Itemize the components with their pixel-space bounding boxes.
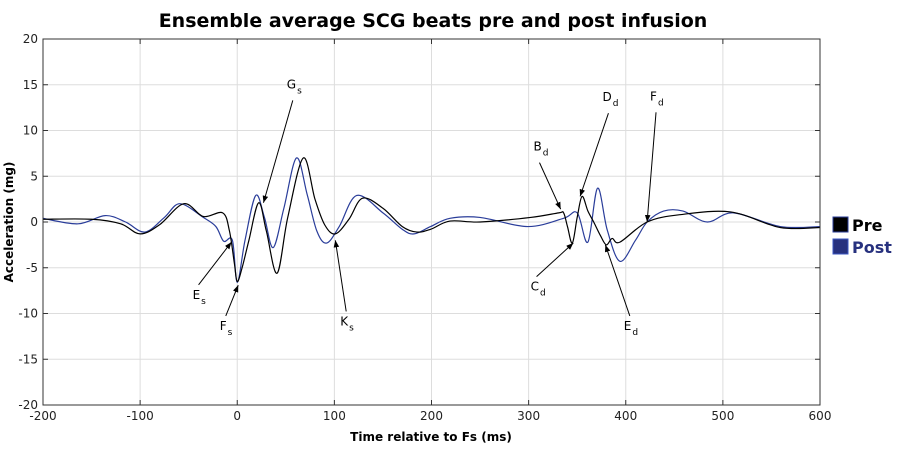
annotation-arrow [333, 240, 347, 312]
legend-label-pre: Pre [852, 216, 883, 235]
annotation-label: Bd [533, 140, 548, 159]
annotation-arrow [198, 241, 232, 286]
series-line-pre [42, 157, 821, 283]
y-tick-label: 0 [30, 215, 38, 229]
x-tick-label: 300 [517, 409, 540, 423]
chart-title: Ensemble average SCG beats pre and post … [159, 10, 708, 32]
y-tick-label: -10 [18, 307, 38, 321]
annotation-arrow [604, 244, 631, 317]
x-tick-label: 0 [233, 409, 241, 423]
annotation-arrow [579, 113, 609, 197]
y-tick-label: 15 [23, 78, 38, 92]
x-tick-label: 600 [809, 409, 832, 423]
annotation-arrow [262, 100, 294, 203]
y-tick-label: 5 [30, 169, 38, 183]
legend-swatch-post [832, 238, 849, 255]
x-tick-label: -100 [127, 409, 154, 423]
y-tick-label: 20 [23, 32, 38, 46]
annotation-label: Gs [287, 77, 302, 96]
x-tick-label: -200 [29, 409, 56, 423]
annotation-label: Fs [220, 319, 233, 338]
annotation-label: Ks [340, 314, 354, 333]
y-tick-label: -15 [18, 352, 38, 366]
y-tick-label: 10 [23, 124, 38, 138]
annotation-arrow [225, 284, 239, 317]
x-tick-label: 100 [323, 409, 346, 423]
annotation-arrow [644, 112, 657, 223]
annotation-label: Es [193, 288, 207, 307]
y-tick-label: -5 [26, 261, 38, 275]
y-axis-label: Acceleration (mg) [2, 162, 16, 283]
annotation-arrow [539, 162, 562, 210]
x-tick-label: 500 [711, 409, 734, 423]
series-lines [42, 157, 821, 283]
legend-swatch-pre [832, 216, 849, 233]
annotation-label: Dd [602, 90, 618, 109]
annotation-arrow [536, 242, 574, 277]
series-line-post [42, 157, 821, 283]
x-tick-label: 400 [614, 409, 637, 423]
legend-label-post: Post [852, 238, 892, 257]
annotation-label: Cd [531, 280, 546, 299]
x-axis-label: Time relative to Fs (ms) [350, 430, 512, 444]
legend: Pre Post [832, 216, 892, 257]
annotation-label: Fd [650, 89, 664, 108]
x-tick-label: 200 [420, 409, 443, 423]
ticks: -200 -100 0 100 200 300 400 500 600 -20 -15 -10 -5 0 5… [18, 32, 831, 423]
y-tick-label: -20 [18, 398, 38, 412]
